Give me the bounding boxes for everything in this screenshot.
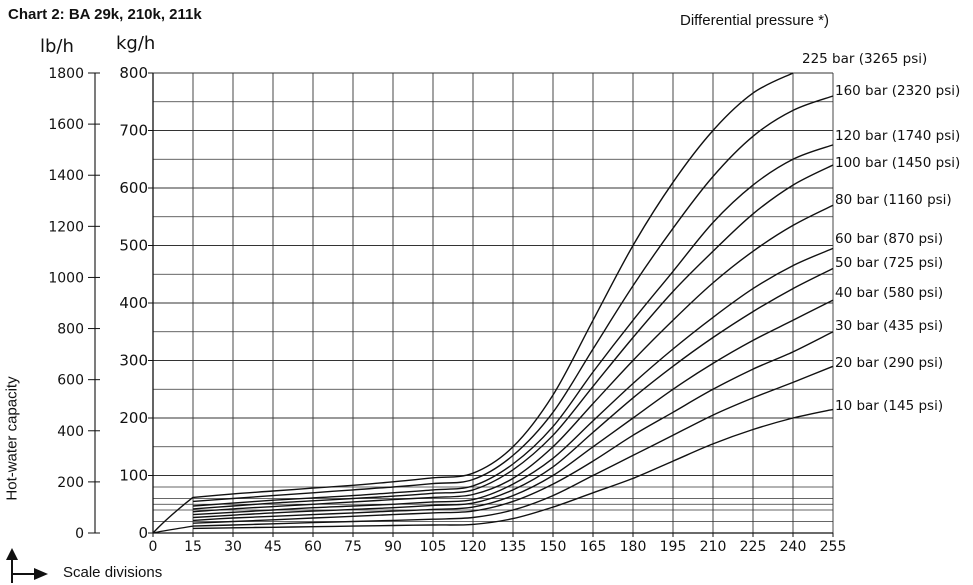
y-tick-label-kg: 200 xyxy=(119,409,148,427)
series-line xyxy=(192,267,834,519)
x-tick-label: 180 xyxy=(620,539,647,555)
y-arrow-head xyxy=(6,548,18,560)
y-tick-label-kg: 700 xyxy=(119,122,148,140)
grid xyxy=(152,72,834,534)
axis-arrows xyxy=(6,548,48,583)
series-line xyxy=(192,299,834,522)
axes xyxy=(88,72,834,537)
y-tick-label-lb: 0 xyxy=(75,526,84,542)
chart-title: Chart 2: BA 29k, 210k, 211k xyxy=(8,6,202,23)
y-tick-label-lb: 1600 xyxy=(48,117,84,133)
x-tick-label: 105 xyxy=(420,539,447,555)
series-label: 80 bar (1160 psi) xyxy=(835,192,952,208)
series-line xyxy=(192,144,834,507)
series-label: 50 bar (725 psi) xyxy=(835,255,943,271)
series-label: 40 bar (580 psi) xyxy=(835,285,943,301)
series-line xyxy=(192,247,834,516)
y-tick-label-lb: 200 xyxy=(57,475,84,491)
x-tick-label: 135 xyxy=(500,539,527,555)
y-tick-label-lb: 400 xyxy=(57,424,84,440)
y-tick-label-kg: 600 xyxy=(119,179,148,197)
series-line xyxy=(192,72,794,499)
y-tick-label-kg: 800 xyxy=(119,64,148,82)
y-tick-label-kg: 100 xyxy=(119,467,148,485)
x-tick-label: 255 xyxy=(820,539,847,555)
y-tick-label-lb: 1000 xyxy=(48,270,84,286)
series-line xyxy=(192,365,834,527)
series-label: 30 bar (435 psi) xyxy=(835,318,943,334)
legend-title: Differential pressure *) xyxy=(680,12,829,29)
x-tick-label: 60 xyxy=(304,539,322,555)
x-tick-label: 75 xyxy=(344,539,362,555)
series-line xyxy=(192,331,834,524)
series-labels: 10 bar (145 psi) 20 bar (290 psi) 30 bar (… xyxy=(802,51,960,414)
series-label: 20 bar (290 psi) xyxy=(835,355,943,371)
y-tick-label-kg: 300 xyxy=(119,352,148,370)
series-label: 10 bar (145 psi) xyxy=(835,398,943,414)
y-tick-label-kg: 0 xyxy=(138,524,148,542)
x-tick-label: 240 xyxy=(780,539,807,555)
x-tick-label: 165 xyxy=(580,539,607,555)
series-label: 225 bar (3265 psi) xyxy=(802,51,927,67)
series-label: 160 bar (2320 psi) xyxy=(835,83,960,99)
y-tick-label-lb: 1400 xyxy=(48,168,84,184)
series-start-curve xyxy=(152,496,194,534)
x-tick-label: 210 xyxy=(700,539,727,555)
x-tick-label: 15 xyxy=(184,539,202,555)
x-axis-label: Scale divisions xyxy=(63,564,163,581)
x-tick-label: 0 xyxy=(149,539,158,555)
y-unit-right: kg/h xyxy=(116,33,156,54)
x-tick-label: 225 xyxy=(740,539,767,555)
x-tick-label: 195 xyxy=(660,539,687,555)
x-arrow-head xyxy=(34,568,48,580)
tick-labels: 0200400600800100012001400160018000100200… xyxy=(48,64,846,555)
x-tick-label: 90 xyxy=(384,539,402,555)
y-unit-left: lb/h xyxy=(40,36,74,57)
y-tick-label-lb: 1200 xyxy=(48,219,84,235)
x-tick-label: 120 xyxy=(460,539,487,555)
series-label: 100 bar (1450 psi) xyxy=(835,155,960,171)
y-tick-label-lb: 600 xyxy=(57,373,84,389)
x-tick-label: 150 xyxy=(540,539,567,555)
y-tick-label-kg: 400 xyxy=(119,294,148,312)
y-tick-label-lb: 800 xyxy=(57,322,84,338)
series-line xyxy=(192,204,834,513)
x-tick-label: 45 xyxy=(264,539,282,555)
series-line xyxy=(192,95,834,503)
series-start-curve xyxy=(152,525,194,534)
x-tick-label: 30 xyxy=(224,539,242,555)
y-tick-label-kg: 500 xyxy=(119,237,148,255)
y-tick-label-lb: 1800 xyxy=(48,66,84,82)
series-line xyxy=(192,164,834,510)
series-label: 60 bar (870 psi) xyxy=(835,231,943,247)
series-line xyxy=(192,408,834,530)
y-axis-label: Hot-water capacity xyxy=(3,376,21,501)
curves xyxy=(152,72,834,534)
series-label: 120 bar (1740 psi) xyxy=(835,128,960,144)
